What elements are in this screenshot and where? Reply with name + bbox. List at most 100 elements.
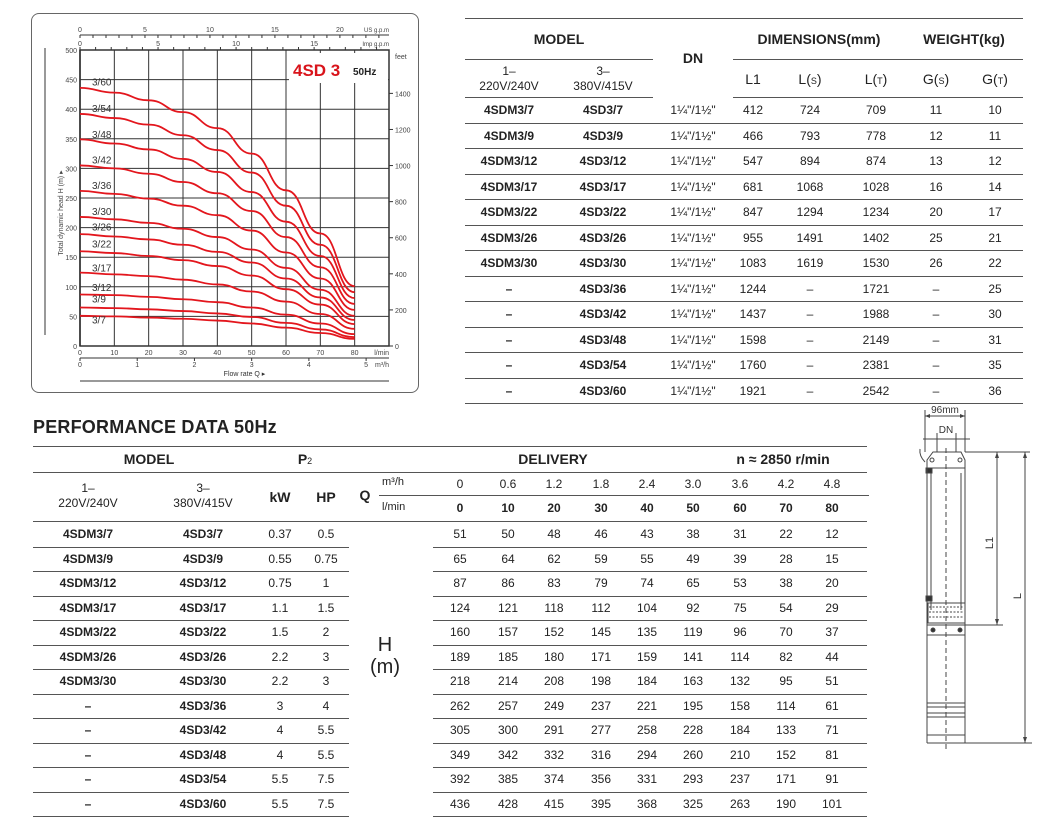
perf-single-phase-model: – [84,796,92,811]
performance-table-body: H (m) 4SDM3/7 4SD3/7 0.37 0.5 51 50 48 46 43 38 31 2… [33,522,867,817]
gt-value: 11 [967,123,1023,149]
head-value: 22 [779,527,793,541]
head-value: 79 [594,576,608,590]
head-value: 294 [636,747,658,762]
head-value: 112 [591,600,611,615]
performance-title: PERFORMANCE DATA 50Hz [33,417,277,437]
head-value: 31 [733,527,747,541]
l1-value: 681 [733,174,773,200]
q-lmin-value: 20 [547,501,561,515]
ls-value: 1294 [773,199,847,226]
y-tick-label: 50 [69,314,77,321]
head-value: 124 [449,600,471,615]
head-value: 228 [682,723,704,737]
q-lmin-value: 30 [594,501,608,515]
head-value: 237 [590,698,612,713]
q-m3h-value: 0.6 [499,477,517,491]
imp-gpm-tick: 15 [310,41,318,48]
perf-single-phase-label: 1– [81,481,95,495]
curve-label: 3/30 [92,207,112,218]
kw-header: kW [269,489,291,505]
three-phase-model: 4SD3/7 [553,97,653,124]
m3h-tick-label: 1 [135,362,139,369]
head-value: 29 [825,600,839,615]
l1-value: 547 [733,148,773,175]
gs-value: – [905,352,967,379]
y-tick-label: 200 [65,226,77,233]
head-value: 118 [544,600,564,615]
lt-value: 709 [847,97,905,124]
pump-dimension-drawing: 96mm DN L1 L [919,405,1032,750]
head-value: 65 [453,551,467,566]
q-m3h-value: 0 [456,477,464,491]
single-phase-header: 1– 220V/240V [465,59,553,98]
dn-value: 1¼"/1½" [653,199,733,226]
head-value: 257 [497,698,519,713]
single-phase-model: 4SDM3/26 [465,225,553,251]
gt-value: 12 [967,148,1023,175]
ls-value: – [773,378,847,404]
three-phase-model: 4SD3/48 [553,327,653,353]
head-value: 61 [825,698,839,713]
head-value: 208 [543,674,565,688]
us-gpm-tick: 5 [143,27,147,34]
perf-three-phase-model: 4SD3/26 [179,649,227,664]
pump-curve-3-7 [79,314,355,340]
three-phase-model: 4SD3/9 [553,123,653,149]
three-phase-model: 4SD3/17 [553,174,653,200]
dimensions-row: –4SD3/60 1¼"/1½" 1921–2542–36 [465,378,1023,404]
row-divider [433,620,867,621]
dimensions-row: 4SDM3/7 4SD3/7 1¼"/1½" 412 724 709 11 10 [465,97,1023,124]
hp-value: 7.5 [317,796,335,811]
head-value: 356 [590,772,612,786]
head-value: 305 [449,723,471,737]
dimensions-row: –4SD3/42 1¼"/1½" 1437–1988–30 [465,301,1023,328]
m3h-tick-label: 3 [250,362,254,369]
head-value: 263 [729,796,751,811]
gt-value: 22 [967,250,1023,277]
head-value: 331 [636,772,658,786]
single-phase-model: – [465,276,553,302]
pump-curve-3-12 [79,293,355,336]
l1-value: 1244 [733,276,773,302]
weight-header: WEIGHT(kg) [905,19,1023,60]
head-value: 15 [825,551,839,566]
row-divider [33,767,349,768]
q-lmin-value: 10 [501,501,515,515]
pump-curve-3-26 [79,233,355,321]
kw-value: 1.1 [271,600,289,615]
gt-value: 30 [967,301,1023,328]
head-value: 64 [501,551,515,566]
head-value: 82 [779,649,793,664]
head-value: 316 [590,747,612,762]
perf-model-header: MODEL [123,451,175,467]
head-value: 121 [497,600,519,615]
y-tick-label: 400 [65,107,77,114]
lt-value: 874 [847,148,905,175]
hp-value: 7.5 [317,772,335,786]
hp-value: 4 [322,698,330,713]
kw-value: 4 [276,723,284,737]
perf-single-phase-model: – [84,723,92,737]
q-m3h-value: 4.8 [823,477,841,491]
head-value: 415 [543,796,565,811]
head-label: H (m) [345,634,425,678]
row-divider [433,644,867,646]
x-tick-label: 40 [213,350,221,357]
x-tick-label: 20 [145,350,153,357]
right-tick-label: 200 [395,308,407,315]
ls-value: 1619 [773,250,847,277]
us-gpm-tick: 15 [271,27,279,34]
head-value: 184 [729,723,751,737]
y-tick-label: 450 [65,78,77,85]
three-phase-header: 3– 380V/415V [553,59,653,98]
perf-single-phase-model: 4SDM3/22 [59,625,117,639]
head-value: 152 [543,625,565,639]
right-tick-label: 1000 [395,164,411,171]
perf-three-phase-model: 4SD3/22 [179,625,227,639]
dimensions-row: –4SD3/36 1¼"/1½" 1244–1721–25 [465,276,1023,302]
head-value: 20 [825,576,839,590]
hp-value: 5.5 [317,723,335,737]
dn-value: 1¼"/1½" [653,327,733,353]
q-lmin-value: 40 [640,501,654,515]
